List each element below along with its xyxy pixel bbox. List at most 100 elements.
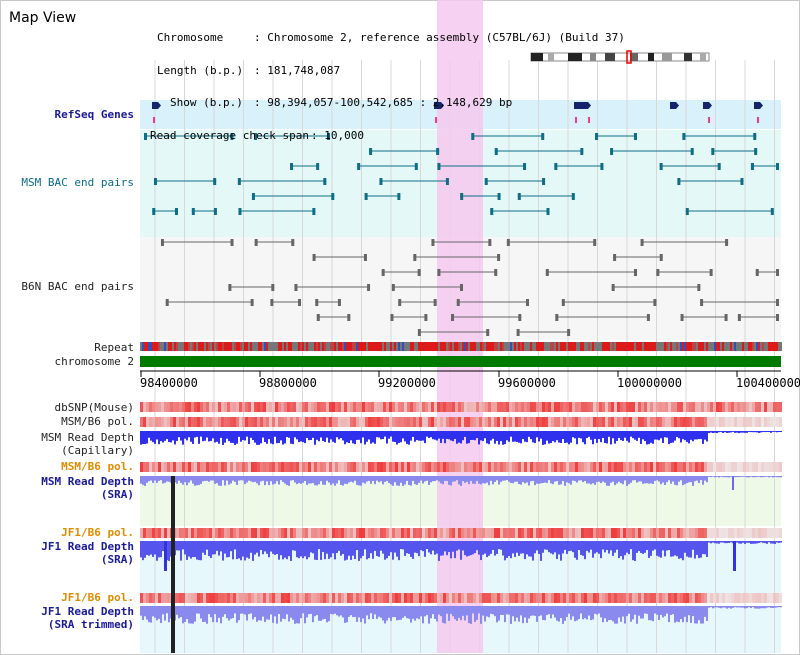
repeat-segment: [750, 342, 752, 351]
jf1-b6-pol-strip-trimmed: [587, 593, 590, 603]
track-label-jf1-depth-sra-1[interactable]: JF1 Read Depth: [41, 540, 134, 553]
msm-b6-pol-strip: [710, 417, 713, 427]
msm-b6-pol-strip-sra: [143, 462, 146, 472]
repeat-segment: [758, 342, 760, 351]
dbsnp-strip: [206, 402, 209, 412]
jf1-trimmed-depth-bar: [486, 606, 488, 617]
msm-b6-pol-strip-sra: [284, 462, 287, 472]
msm-b6-pol-strip: [647, 417, 650, 427]
jf1-sra-depth-bar: [750, 541, 752, 544]
msm-capillary-depth-bar: [142, 431, 144, 444]
track-label-chromosome[interactable]: chromosome 2: [54, 355, 134, 368]
track-label-msm-b6-pol-2[interactable]: MSM/B6 pol.: [61, 460, 134, 473]
msm-sra-depth-bar: [254, 476, 256, 482]
msm-b6-pol-strip-sra: [713, 462, 716, 472]
msm-b6-pol-strip: [764, 417, 767, 427]
msm-sra-depth-bar: [468, 476, 470, 485]
track-label-msm-depth-cap-1[interactable]: MSM Read Depth: [41, 431, 134, 444]
jf1-trimmed-depth-bar: [604, 606, 606, 619]
msm-b6-pol-strip: [266, 417, 269, 427]
msm-sra-depth-bar: [700, 476, 702, 481]
axis-tick-label: 100400000: [736, 376, 800, 390]
track-label-msm-b6-pol-1[interactable]: MSM/B6 pol.: [61, 415, 134, 428]
msm-b6-pol-strip-sra: [512, 462, 515, 472]
msm-sra-depth-bar: [682, 476, 684, 486]
msm-sra-depth-bar: [544, 476, 546, 483]
jf1-b6-pol-strip-trimmed: [485, 593, 488, 603]
track-label-refseq[interactable]: RefSeq Genes: [54, 108, 134, 121]
dbsnp-strip: [299, 402, 302, 412]
track-label-jf1-b6-pol-1[interactable]: JF1/B6 pol.: [61, 526, 134, 539]
jf1-sra-depth-bar: [614, 541, 616, 553]
jf1-sra-depth-bar: [410, 541, 412, 557]
jf1-trimmed-depth-bar: [300, 606, 302, 619]
dbsnp-strip: [506, 402, 509, 412]
track-label-msm-depth-sra-1[interactable]: MSM Read Depth: [41, 475, 134, 488]
msm-sra-depth-bar: [664, 476, 666, 485]
track-label-msm-bac[interactable]: MSM BAC end pairs: [21, 176, 134, 189]
msm-b6-pol-strip-sra: [701, 462, 704, 472]
repeat-segment: [686, 342, 688, 351]
jf1-b6-pol-strip-trimmed: [197, 593, 200, 603]
jf1-trimmed-depth-bar: [456, 606, 458, 621]
msm-b6-pol-strip: [521, 417, 524, 427]
msm-b6-pol-strip: [557, 417, 560, 427]
msm-b6-pol-strip: [371, 417, 374, 427]
jf1-b6-pol-strip: [320, 528, 323, 538]
repeat-segment: [140, 342, 142, 351]
dbsnp-strip: [452, 402, 455, 412]
track-label-b6n-bac[interactable]: B6N BAC end pairs: [21, 280, 134, 293]
repeat-segment: [472, 342, 474, 351]
repeat-segment: [692, 342, 694, 351]
msm-capillary-depth-bar: [280, 431, 282, 441]
msm-sra-depth-bar: [388, 476, 390, 484]
jf1-trimmed-depth-bar: [628, 606, 630, 614]
jf1-sra-depth-bar: [754, 541, 756, 544]
dbsnp-strip: [455, 402, 458, 412]
jf1-b6-pol-strip: [293, 528, 296, 538]
jf1-sra-depth-bar: [144, 541, 146, 558]
msm-sra-depth-bar: [576, 476, 578, 483]
track-label-jf1-b6-pol-2[interactable]: JF1/B6 pol.: [61, 591, 134, 604]
repeat-segment: [348, 342, 350, 351]
jf1-sra-depth-bar: [412, 541, 414, 559]
jf1-sra-depth-bar: [620, 541, 622, 557]
msm-b6-pol-strip: [464, 417, 467, 427]
jf1-b6-pol-strip: [581, 528, 584, 538]
jf1-sra-depth-bar: [502, 541, 504, 556]
repeat-segment: [746, 342, 748, 351]
msm-b6-pol-strip: [245, 417, 248, 427]
msm-capillary-depth-bar: [612, 431, 614, 439]
track-label-dbsnp[interactable]: dbSNP(Mouse): [54, 401, 134, 414]
msm-b6-pol-strip-sra: [281, 462, 284, 472]
dbsnp-strip: [710, 402, 713, 412]
track-label-repeat[interactable]: Repeat: [94, 341, 134, 354]
msm-capillary-depth-bar: [446, 431, 448, 439]
dbsnp-strip: [539, 402, 542, 412]
msm-sra-depth-bar: [516, 476, 518, 482]
msm-b6-pol-strip: [500, 417, 503, 427]
dbsnp-strip: [254, 402, 257, 412]
dbsnp-strip: [596, 402, 599, 412]
jf1-sra-depth-bar: [570, 541, 572, 551]
msm-sra-depth-bar: [342, 476, 344, 486]
track-label-jf1-depth-trim-1[interactable]: JF1 Read Depth: [41, 605, 134, 618]
jf1-sra-depth-bar: [272, 541, 274, 554]
jf1-b6-pol-strip: [326, 528, 329, 538]
msm-sra-depth-bar: [322, 476, 324, 485]
msm-capillary-depth-bar: [584, 431, 586, 445]
jf1-sra-depth-bar: [626, 541, 628, 553]
gene-exon-marker: [153, 117, 155, 123]
jf1-b6-pol-strip-trimmed: [527, 593, 530, 603]
jf1-b6-pol-strip: [701, 528, 704, 538]
jf1-sra-depth-bar: [206, 541, 208, 550]
msm-b6-pol-strip-sra: [524, 462, 527, 472]
msm-b6-pol-strip: [767, 417, 770, 427]
jf1-b6-pol-strip-trimmed: [560, 593, 563, 603]
jf1-sra-depth-bar: [394, 541, 396, 553]
jf1-sra-depth-bar: [524, 541, 526, 560]
msm-b6-pol-strip: [467, 417, 470, 427]
msm-sra-depth-bar: [510, 476, 512, 484]
msm-capillary-depth-bar: [178, 431, 180, 438]
